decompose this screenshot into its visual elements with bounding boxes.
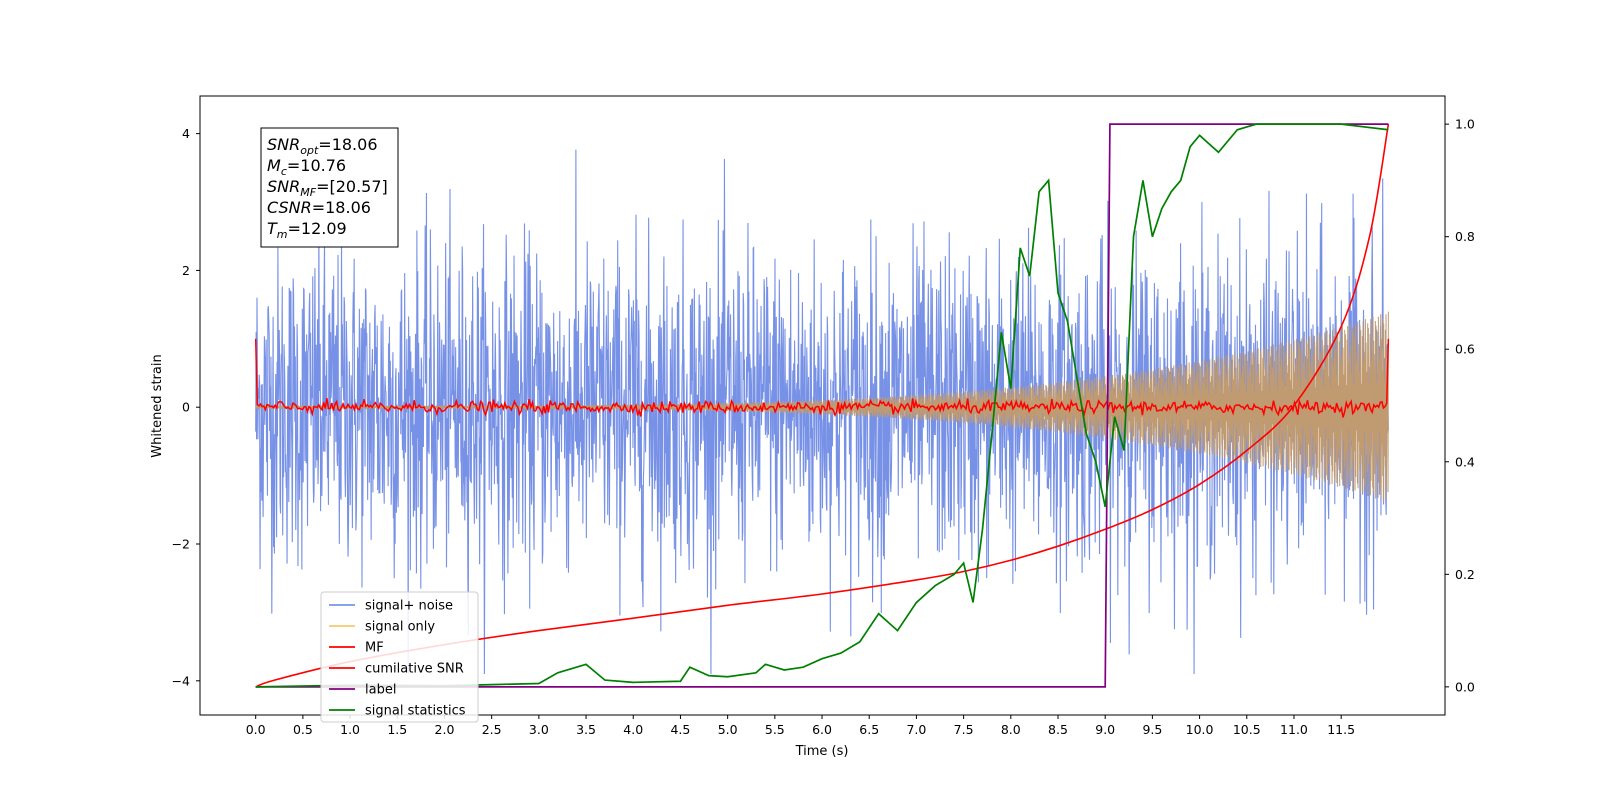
y2-tick-label: 0.2 [1455,567,1475,582]
annotation-line: Mc=10.76 [267,156,346,178]
x-tick-label: 4.5 [670,722,690,737]
x-tick-label: 9.0 [1095,722,1115,737]
y-tick-label: 0 [182,400,190,415]
x-tick-label: 5.0 [718,722,738,737]
series-label-line [255,123,1389,688]
x-tick-label: 3.0 [529,722,549,737]
annotation-line: SNRMF=[20.57] [267,177,388,199]
x-tick-label: 6.0 [812,722,832,737]
x-tick-label: 7.0 [906,722,926,737]
x-tick-label: 10.0 [1186,722,1214,737]
annotation-line: SNRopt=18.06 [267,135,378,157]
legend-label: label [365,683,396,698]
y2-tick-label: 0.4 [1455,454,1475,469]
y2-tick-label: 1.0 [1455,117,1475,132]
y-axis-right: 1.0 0.8 0.6 0.4 0.2 0.0 [1445,117,1475,694]
legend-frame [320,591,479,723]
y2-tick-label: 0.0 [1455,679,1475,694]
x-tick-label: 0.5 [293,722,313,737]
y-tick-label: 4 [182,126,190,141]
legend: signal+ noise signal only MF cumilative SNR… [320,591,479,723]
legend-label: signal+ noise [365,599,453,614]
x-tick-label: 10.5 [1233,722,1261,737]
y-tick-label: 2 [182,263,190,278]
annotation-line: CSNR=18.06 [267,198,371,217]
legend-label: signal statistics [365,704,466,719]
series-signal-only-line [255,311,1389,502]
y-axis-left: 4 2 0 −2 −4 [172,126,200,688]
x-axis: 0.0 0.5 1.0 1.5 2.0 2.5 3.0 3.5 4.0 4.5 5.0 5.5 6.0 6… [246,715,1355,737]
y-tick-label: −4 [172,673,190,688]
x-tick-label: 1.5 [387,722,407,737]
x-tick-label: 1.0 [340,722,360,737]
x-tick-label: 7.5 [954,722,974,737]
series-mf-line [254,338,1390,418]
legend-label: signal only [365,620,435,635]
x-tick-label: 0.0 [246,722,266,737]
x-tick-label: 5.5 [765,722,785,737]
x-tick-label: 6.5 [859,722,879,737]
x-axis-label: Time (s) [795,744,849,759]
x-tick-label: 2.5 [482,722,502,737]
annotation-line: Tm=12.09 [267,219,347,241]
x-tick-label: 2.0 [435,722,455,737]
annotation-frame [260,127,399,248]
signal-only-series-layer [255,311,1389,502]
y-tick-label: −2 [172,537,190,552]
x-tick-label: 9.5 [1142,722,1162,737]
x-tick-label: 11.0 [1280,722,1308,737]
y2-tick-label: 0.6 [1455,342,1475,357]
x-tick-label: 8.5 [1048,722,1068,737]
annotation-box: SNRopt=18.06Mc=10.76SNRMF=[20.57]CSNR=18… [260,127,399,248]
series-signal-statistics-line [255,123,1389,688]
x-tick-label: 3.5 [576,722,596,737]
x-tick-label: 8.0 [1001,722,1021,737]
y2-tick-label: 0.8 [1455,229,1475,244]
x-tick-label: 4.0 [623,722,643,737]
legend-label: cumilative SNR [365,662,464,677]
legend-label: MF [365,641,384,656]
y-axis-label: Whitened strain [150,354,165,457]
x-tick-label: 11.5 [1327,722,1355,737]
